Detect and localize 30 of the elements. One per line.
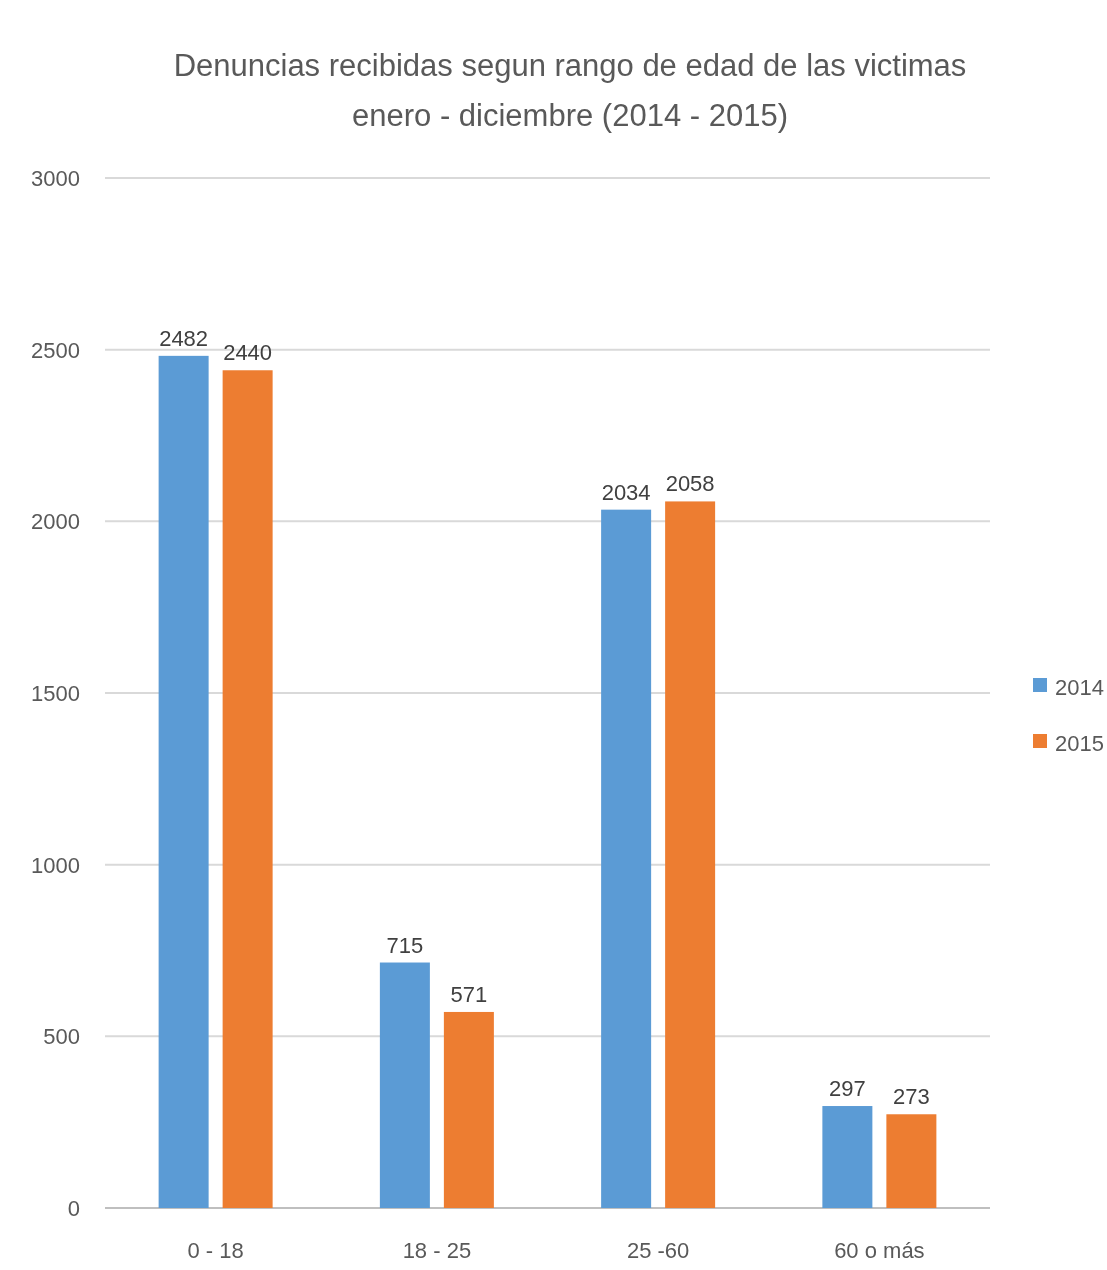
x-tick-label: 25 -60 bbox=[626, 1238, 690, 1263]
data-label: 2058 bbox=[665, 471, 715, 497]
x-tick-label: 18 - 25 bbox=[402, 1238, 472, 1263]
y-tick-label: 0 bbox=[67, 1196, 80, 1221]
bar bbox=[379, 962, 430, 1208]
bar bbox=[886, 1114, 937, 1208]
bar bbox=[158, 355, 209, 1208]
data-label: 2482 bbox=[159, 325, 209, 351]
y-tick-label: 3000 bbox=[31, 166, 80, 191]
y-tick-label: 2500 bbox=[31, 337, 80, 363]
data-label: 297 bbox=[829, 1076, 866, 1102]
y-tick-label: 1500 bbox=[31, 681, 80, 706]
bar bbox=[443, 1011, 494, 1208]
data-label: 2034 bbox=[601, 479, 651, 505]
bar bbox=[601, 509, 652, 1208]
chart-title: Denuncias recibidas segun rango de edad de las victimas enero - diciembre (2014 - 2015) bbox=[173, 48, 967, 133]
y-tick-label: 2000 bbox=[31, 509, 80, 535]
bar bbox=[665, 501, 716, 1208]
data-label: 715 bbox=[386, 932, 424, 958]
data-label: 2440 bbox=[223, 340, 273, 366]
data-label: 273 bbox=[893, 1084, 930, 1110]
data-label: 571 bbox=[450, 981, 488, 1007]
y-tick-label: 1000 bbox=[31, 852, 80, 878]
legend-label: 2014 bbox=[1055, 675, 1104, 700]
y-tick-label: 500 bbox=[43, 1024, 80, 1050]
legend-label: 2015 bbox=[1055, 731, 1104, 756]
bar bbox=[222, 370, 273, 1208]
x-tick-label: 60 o más bbox=[834, 1238, 925, 1263]
bar bbox=[822, 1106, 873, 1208]
x-tick-label: 0 - 18 bbox=[187, 1238, 244, 1263]
